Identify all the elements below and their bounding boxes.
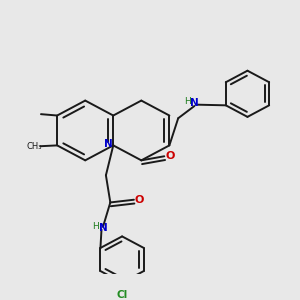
Text: CH₃: CH₃ xyxy=(27,142,42,151)
Text: O: O xyxy=(134,195,144,205)
Text: H: H xyxy=(92,222,99,231)
Text: N: N xyxy=(190,98,199,108)
Text: O: O xyxy=(166,151,175,161)
Text: N: N xyxy=(103,139,112,149)
Text: Cl: Cl xyxy=(116,290,128,300)
Text: N: N xyxy=(99,223,107,233)
Text: H: H xyxy=(184,98,191,106)
